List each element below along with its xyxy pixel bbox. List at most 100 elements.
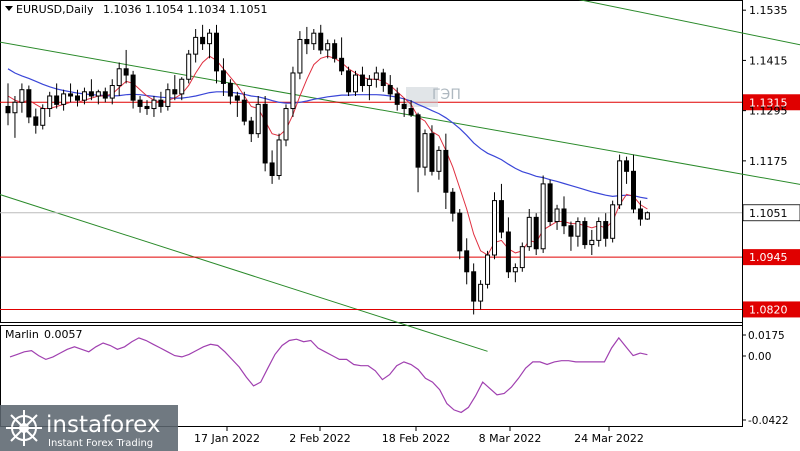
candle-body (346, 70, 352, 93)
candle-13 (95, 89, 101, 105)
candle-64 (450, 188, 456, 222)
candle-25 (179, 77, 185, 101)
price-axis: 1.1315 1.0945 1.0820 1.1051 1.1535 1.1415 1.12… (742, 4, 800, 318)
price-panel (0, 0, 743, 323)
price-tick-label-1.1535: 1.1535 (749, 4, 788, 17)
price-tick-label-1.1295: 1.1295 (749, 105, 788, 118)
indicator-tick-top: 0.0175 (748, 330, 785, 342)
chart-header: EURUSD,Daily 1.1036 1.1054 1.1034 1.1051 (5, 3, 268, 16)
candle-82 (575, 217, 581, 247)
candle-52 (366, 75, 372, 101)
candle-body (109, 85, 115, 99)
time-axis: 17 Jan 2022 2 Feb 2022 18 Feb 2022 8 Mar 20… (194, 427, 644, 445)
candle-37 (262, 95, 268, 172)
candle-body (380, 72, 386, 87)
candle-19 (137, 95, 143, 113)
candle-78 (547, 179, 553, 226)
candle-body (95, 91, 101, 97)
candle-75 (526, 208, 532, 251)
candle-60 (422, 129, 428, 176)
candle-53 (373, 66, 379, 88)
candle-74 (519, 242, 525, 272)
candle-80 (561, 196, 567, 235)
candle-body (366, 78, 372, 87)
level-label-bg-1.1315 (743, 94, 800, 111)
candle-body (533, 216, 539, 250)
candle-body (68, 93, 74, 97)
time-tick-label-2: 18 Feb 2022 (382, 432, 450, 445)
candle-58 (408, 100, 414, 117)
candle-83 (582, 217, 588, 249)
indicator-axis: 0.0175 0.00 -0.0422 (742, 330, 789, 427)
price-tick-label-1.1175: 1.1175 (749, 155, 788, 168)
candle-59 (415, 112, 421, 193)
candle-body (450, 191, 456, 214)
indicator-name: Marlin (5, 328, 39, 341)
candle-body (637, 208, 643, 220)
candle-3 (26, 85, 32, 124)
candle-32 (227, 79, 233, 105)
candle-67 (471, 263, 477, 315)
candle-70 (492, 192, 497, 260)
candle-9 (68, 83, 74, 103)
candle-body (186, 53, 192, 80)
candle-body (75, 95, 80, 101)
candle-57 (401, 98, 407, 117)
watermark-tagline: Instant Forex Trading (48, 438, 153, 449)
open-value: 1.1036 (103, 3, 142, 16)
high-value: 1.1054 (145, 3, 184, 16)
candle-body (26, 89, 32, 118)
candle-76 (533, 213, 539, 256)
candle-body (603, 221, 609, 239)
candle-29 (207, 29, 213, 59)
candle-body (359, 74, 365, 87)
candle-88 (617, 154, 623, 209)
candle-30 (214, 24, 219, 84)
candle-body (429, 133, 435, 172)
candle-body (485, 254, 491, 285)
candle-body (144, 105, 150, 110)
candle-40 (283, 104, 289, 147)
level-label-1.1315: 1.1315 (749, 96, 788, 109)
candle-body (227, 82, 233, 97)
candle-39 (276, 133, 282, 180)
candle-35 (248, 116, 254, 143)
time-tick-label-1: 2 Feb 2022 (289, 432, 350, 445)
candle-body (200, 36, 206, 45)
candle-24 (172, 75, 178, 101)
candle-body (415, 114, 421, 168)
candle-body (304, 38, 310, 45)
oscillator-line (9, 336, 648, 414)
instaforex-logo-icon (6, 410, 42, 446)
candle-body (40, 108, 46, 126)
candle-0 (5, 83, 11, 126)
candle-87 (610, 200, 616, 243)
candle-body (269, 162, 275, 177)
candle-92 (644, 211, 650, 220)
candle-23 (165, 83, 171, 111)
collapse-triangle-icon[interactable] (5, 6, 13, 11)
candle-body (498, 200, 504, 233)
candle-body (325, 43, 331, 51)
candle-69 (485, 250, 491, 289)
candle-body (172, 89, 178, 95)
gap-label: ГЭП (432, 87, 461, 103)
candle-5 (40, 104, 46, 130)
candle-body (193, 36, 199, 55)
candle-2 (19, 83, 25, 113)
candle-44 (311, 29, 317, 50)
candle-65 (457, 208, 463, 260)
indicator-tick-zero: 0.00 (748, 351, 771, 363)
candle-body (582, 221, 588, 246)
candle-body (492, 200, 497, 256)
candle-body (81, 91, 87, 101)
time-tick-label-4: 24 Mar 2022 (574, 432, 644, 445)
candle-4 (33, 108, 39, 134)
watermark-brand: instaforex (46, 412, 161, 438)
time-tick-label-3: 8 Mar 2022 (479, 432, 542, 445)
candle-body (471, 271, 477, 302)
candle-26 (186, 49, 192, 84)
candle-86 (603, 213, 609, 247)
candle-body (137, 99, 143, 107)
candle-49 (346, 66, 352, 96)
